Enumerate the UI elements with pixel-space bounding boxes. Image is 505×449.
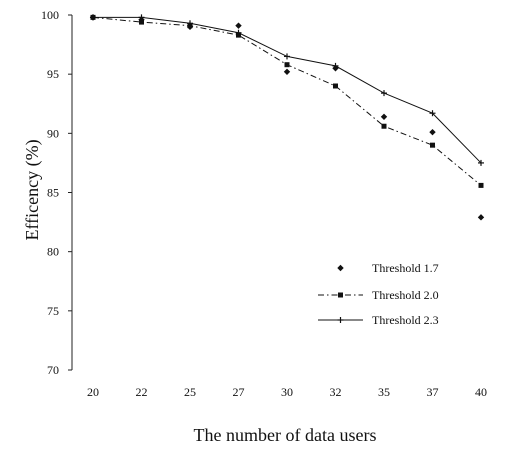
data-point <box>235 22 242 29</box>
data-point <box>235 29 242 36</box>
series-layer <box>89 14 485 221</box>
x-tick-label: 32 <box>330 385 342 399</box>
legend-label: Threshold 2.0 <box>372 288 439 302</box>
legend-entry: Threshold 1.7 <box>337 261 439 275</box>
legend-entry: Threshold 2.3 <box>318 313 439 327</box>
data-point <box>477 214 485 221</box>
data-point <box>283 68 291 75</box>
data-point <box>381 90 387 97</box>
x-tick-label: 35 <box>378 385 390 399</box>
x-tick-label: 20 <box>87 385 99 399</box>
y-tick-label: 90 <box>47 126 59 140</box>
y-tick-label: 95 <box>47 67 59 81</box>
data-point <box>430 142 435 148</box>
data-point <box>333 83 338 89</box>
data-point <box>284 53 290 60</box>
data-point <box>139 19 144 25</box>
x-tick-label: 37 <box>427 385 439 399</box>
data-point <box>380 113 388 120</box>
data-point <box>478 182 484 188</box>
x-tick-labels: 20 22 25 27 30 32 35 37 40 <box>87 385 487 399</box>
data-point <box>138 14 145 21</box>
y-tick-label: 75 <box>47 304 59 318</box>
legend-label: Threshold 1.7 <box>372 261 439 275</box>
series-2 <box>90 14 484 188</box>
x-tick-label: 40 <box>475 385 487 399</box>
legend-marker <box>337 317 344 323</box>
data-point <box>429 128 436 136</box>
data-point <box>90 14 96 21</box>
data-point <box>381 123 387 129</box>
data-point <box>332 62 339 69</box>
series-line <box>92 16 482 186</box>
x-tick-label: 30 <box>281 385 293 399</box>
legend-marker <box>337 264 344 272</box>
data-point <box>429 110 436 117</box>
y-tick-label: 100 <box>41 8 59 22</box>
legend-marker <box>338 292 343 298</box>
y-tick-label: 85 <box>47 186 59 200</box>
x-tick-label: 25 <box>184 385 196 399</box>
legend-entry: Threshold 2.0 <box>318 288 439 302</box>
y-axis-label: Efficency (%) <box>22 139 43 240</box>
x-tick-label: 27 <box>233 385 245 399</box>
legend-label: Threshold 2.3 <box>372 313 439 327</box>
x-axis-label: The number of data users <box>194 425 377 445</box>
y-tick-labels: 70 75 80 85 90 95 100 <box>41 8 72 377</box>
series-3 <box>90 14 484 166</box>
data-point <box>284 62 290 68</box>
legend: Threshold 1.7 Threshold 2.0 Threshold 2.3 <box>318 261 439 327</box>
series-1 <box>89 14 485 221</box>
data-point <box>187 20 193 27</box>
y-tick-label: 70 <box>47 363 59 377</box>
x-tick-label: 22 <box>136 385 148 399</box>
data-point <box>478 159 484 166</box>
y-tick-label: 80 <box>47 245 59 259</box>
